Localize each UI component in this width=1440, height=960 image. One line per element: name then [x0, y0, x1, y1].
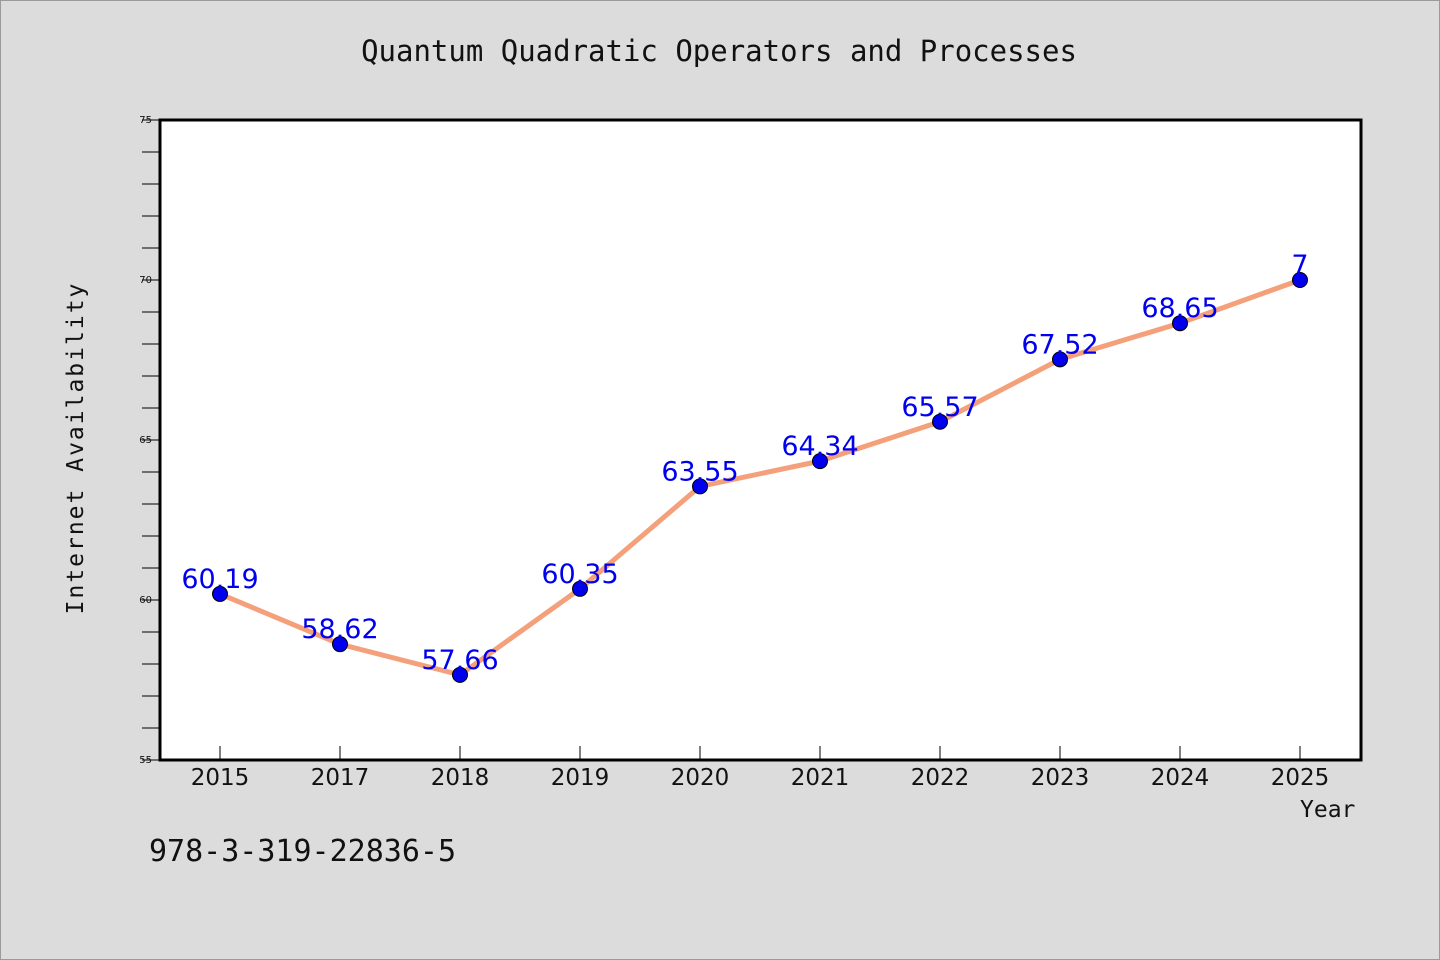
series-group — [212, 272, 1308, 683]
x-tick-label: 2024 — [1151, 765, 1210, 791]
x-tick-label: 2021 — [791, 765, 850, 791]
data-label: 68.65 — [1141, 293, 1218, 324]
y-tick-label: 65 — [139, 435, 152, 446]
plot-frame — [158, 118, 1363, 762]
data-point — [1292, 272, 1308, 288]
data-point — [932, 413, 948, 430]
y-axis-ticks: 55 60 65 70 75 — [139, 115, 152, 766]
x-tick-label: 2023 — [1031, 765, 1090, 791]
plot-area — [160, 120, 1361, 760]
y-tick-label: 70 — [139, 275, 152, 286]
y-tick-label: 60 — [139, 595, 152, 606]
x-tick-label: 2017 — [311, 765, 370, 791]
x-tick-label: 2025 — [1271, 765, 1330, 791]
data-point — [212, 585, 228, 602]
data-label: 7 — [1291, 250, 1308, 281]
data-label: 67.52 — [1021, 329, 1098, 360]
series-line — [217, 277, 1303, 678]
data-point — [1052, 351, 1068, 368]
x-axis-label: Year — [1300, 797, 1356, 823]
data-label: 65.57 — [901, 392, 978, 423]
data-point — [332, 636, 348, 653]
data-point — [692, 478, 708, 495]
data-label: 60.35 — [541, 559, 618, 590]
data-point — [452, 666, 468, 683]
x-tick-label: 2018 — [431, 765, 490, 791]
x-tick-label: 2020 — [671, 765, 730, 791]
data-labels: 60.19 58.62 57.66 60.35 63.55 64.34 65.57 67.52… — [181, 250, 1308, 676]
data-label: 64.34 — [781, 431, 858, 462]
x-tick-label: 2015 — [191, 765, 250, 791]
x-axis-ticks: 2015 2017 2018 2019 2020 2021 2022 2023 2024 2025 — [191, 746, 1330, 791]
data-label: 58.62 — [301, 614, 378, 645]
y-tick-label: 55 — [139, 755, 152, 766]
x-tick-label: 2022 — [911, 765, 970, 791]
data-label: 57.66 — [421, 645, 498, 676]
data-point — [812, 453, 828, 470]
data-point — [1172, 315, 1188, 332]
data-point — [572, 580, 588, 597]
x-tick-label: 2019 — [551, 765, 610, 791]
y-minor-ticks — [142, 119, 159, 761]
chart-title: Quantum Quadratic Operators and Processe… — [361, 34, 1077, 68]
y-tick-label: 75 — [139, 115, 152, 126]
data-label: 60.19 — [181, 564, 258, 595]
data-label: 63.55 — [661, 456, 738, 487]
isbn-footnote: 978-3-319-22836-5 — [149, 834, 457, 869]
